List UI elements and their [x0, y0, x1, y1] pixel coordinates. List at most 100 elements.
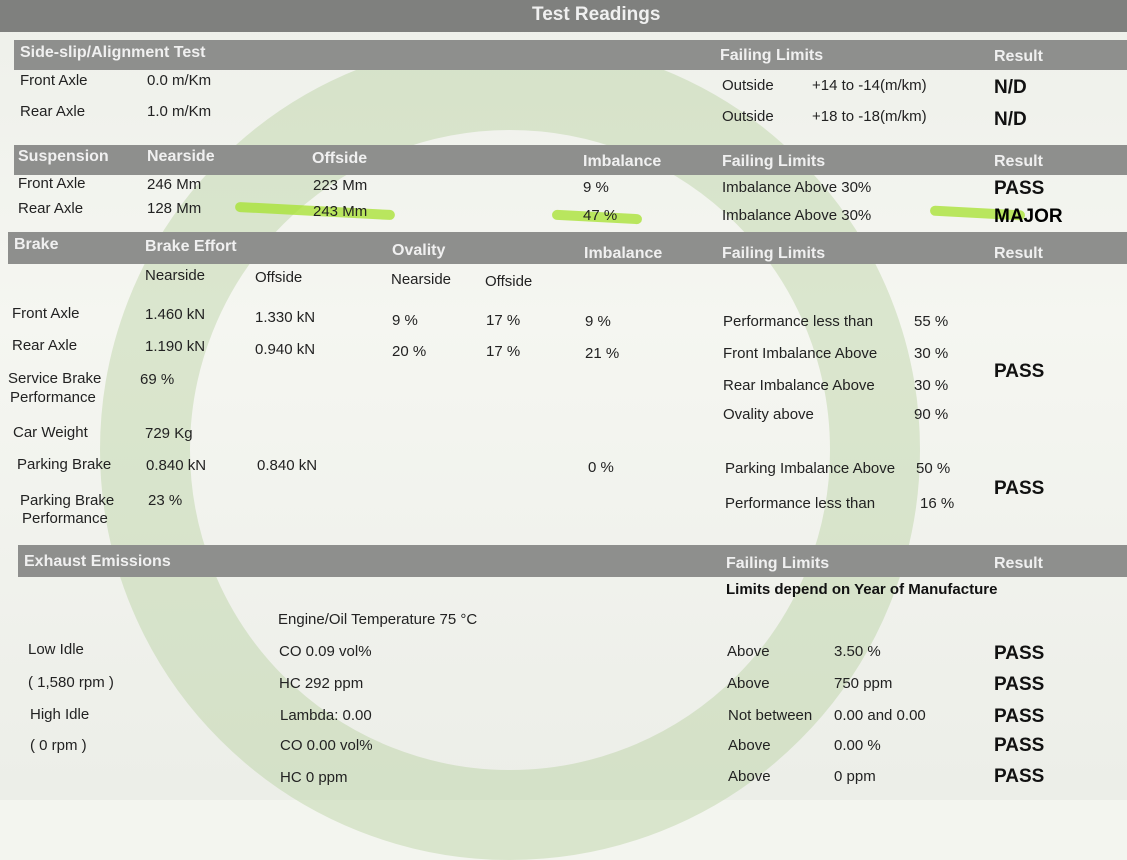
label: ( 1,580 rpm ): [28, 674, 114, 691]
value: 9 %: [392, 312, 418, 329]
limit: 3.50 %: [834, 643, 881, 660]
limit-type: Above: [727, 643, 770, 660]
label: Performance: [22, 510, 108, 527]
limit-type: Above: [728, 737, 771, 754]
label: High Idle: [30, 706, 90, 723]
result: PASS: [994, 706, 1045, 727]
label: Service Brake: [8, 370, 102, 387]
suspension-header: Suspension: [18, 148, 109, 165]
imbalance-value: 9 %: [583, 179, 609, 196]
ovality-header: Ovality: [392, 242, 446, 259]
label: Rear Axle: [12, 337, 78, 354]
result: PASS: [994, 361, 1045, 382]
effort-offside-header: Offside: [255, 269, 303, 286]
limit-type: Outside: [722, 108, 774, 125]
limit-label: Parking Imbalance Above: [725, 460, 896, 477]
limit-value: 16 %: [920, 495, 955, 512]
result: PASS: [994, 766, 1045, 787]
nearside-value: 128 Mm: [147, 200, 202, 217]
value: 0.940 kN: [255, 341, 316, 358]
brake-effort-header: Brake Effort: [145, 238, 237, 255]
limit: Imbalance Above 30%: [722, 207, 872, 224]
exhaust-header: Exhaust Emissions: [24, 553, 171, 570]
label: Parking Brake: [20, 492, 115, 509]
limits-header: Failing Limits: [722, 153, 826, 170]
value: 1.460 kN: [145, 306, 206, 323]
limit-label: Performance less than: [725, 495, 876, 512]
limit-label: Rear Imbalance Above: [723, 377, 875, 394]
result-header: Result: [994, 245, 1043, 262]
limit: 0 ppm: [834, 768, 876, 785]
limit-value: 50 %: [916, 460, 951, 477]
label: ( 0 rpm ): [30, 737, 87, 754]
value: 0.0 m/Km: [147, 72, 212, 89]
value: 0 %: [588, 459, 614, 476]
limit-value: 90 %: [914, 406, 949, 423]
label: Front Axle: [12, 305, 80, 322]
reading: HC 0 ppm: [280, 769, 348, 786]
label: Front Axle: [20, 72, 88, 89]
label: Front Axle: [18, 175, 86, 192]
limit-type: Outside: [722, 77, 774, 94]
offside-value: 223 Mm: [313, 177, 368, 194]
value: 23 %: [148, 492, 183, 509]
imbalance-header: Imbalance: [584, 245, 663, 262]
suspension-header-bar: [14, 145, 1127, 175]
result: PASS: [994, 178, 1045, 199]
result: N/D: [994, 109, 1027, 130]
value: 0.840 kN: [257, 457, 318, 474]
sideslip-result-header: Result: [994, 48, 1043, 65]
effort-nearside-header: Nearside: [145, 267, 206, 284]
brake-header: Brake: [14, 236, 59, 253]
value: 21 %: [585, 345, 620, 362]
brake-header-bar: [8, 232, 1127, 264]
limit-label: Front Imbalance Above: [723, 345, 878, 362]
label: Rear Axle: [18, 200, 84, 217]
exhaust-header-bar: [18, 545, 1127, 577]
limit-type: Above: [728, 768, 771, 785]
value: 1.330 kN: [255, 309, 316, 326]
title-bar: [0, 0, 1127, 32]
label: Parking Brake: [17, 456, 112, 473]
label: Low Idle: [28, 641, 84, 658]
limit-value: 30 %: [914, 377, 949, 394]
limits-header: Failing Limits: [722, 245, 826, 262]
limit: +14 to -14(m/km): [812, 77, 927, 94]
nearside-value: 246 Mm: [147, 176, 202, 193]
value: 20 %: [392, 343, 427, 360]
value: 9 %: [585, 313, 611, 330]
limits-note: Limits depend on Year of Manufacture: [726, 581, 998, 598]
value: 0.840 kN: [146, 457, 207, 474]
result-major: MAJOR: [994, 206, 1063, 227]
limit: 0.00 and 0.00: [834, 707, 926, 724]
value: 1.190 kN: [145, 338, 206, 355]
reading: HC 292 ppm: [279, 675, 364, 692]
limit: +18 to -18(m/km): [812, 108, 927, 125]
result: PASS: [994, 478, 1045, 499]
label: Car Weight: [13, 424, 88, 441]
label: Performance: [10, 389, 96, 406]
result: PASS: [994, 674, 1045, 695]
offside-value: 243 Mm: [313, 203, 368, 220]
limit-label: Performance less than: [723, 313, 874, 330]
limit: 750 ppm: [834, 675, 893, 692]
engine-temperature: Engine/Oil Temperature 75 °C: [278, 611, 478, 628]
result-header: Result: [994, 555, 1043, 572]
limit: 0.00 %: [834, 737, 881, 754]
reading: CO 0.09 vol%: [279, 643, 372, 660]
sideslip-header-bar: [14, 40, 1127, 70]
value: 17 %: [486, 312, 521, 329]
result: PASS: [994, 735, 1045, 756]
limit-value: 55 %: [914, 313, 949, 330]
sideslip-limits-header: Failing Limits: [720, 47, 824, 64]
nearside-header: Nearside: [147, 148, 215, 165]
limit: Imbalance Above 30%: [722, 179, 872, 196]
result: PASS: [994, 643, 1045, 664]
value: 17 %: [486, 343, 521, 360]
value: 729 Kg: [145, 425, 193, 442]
value: 1.0 m/Km: [147, 103, 212, 120]
sideslip-header: Side-slip/Alignment Test: [20, 44, 206, 61]
offside-header: Offside: [312, 150, 368, 167]
ovality-offside-header: Offside: [485, 273, 533, 290]
